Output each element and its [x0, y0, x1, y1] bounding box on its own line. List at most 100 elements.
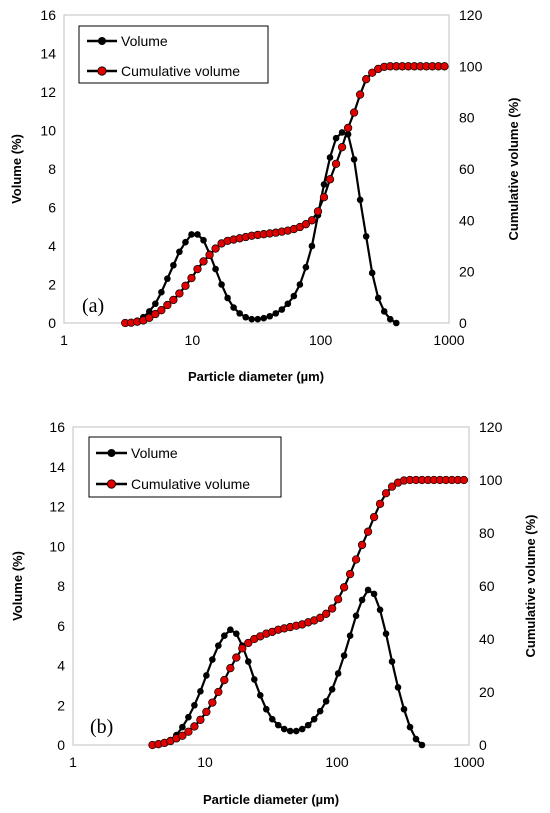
panel-b-y-tick-label: 16: [49, 419, 65, 435]
panel-b-cumulative-volume-point: [232, 653, 241, 662]
panel-b-y-tick-label: 6: [57, 618, 65, 634]
panel-a-y-tick-label: 2: [48, 277, 56, 293]
panel-b-volume-point: [310, 715, 318, 723]
panel-a-volume-point: [254, 315, 262, 323]
panel-b-volume-point: [418, 741, 426, 749]
panel-a-volume-point: [368, 269, 376, 277]
panel-a-cumulative-volume-point: [368, 68, 377, 77]
panel-a-volume-point: [146, 308, 153, 315]
panel-b-x-tick-label: 1: [69, 754, 77, 770]
panel-b-y2-axis-label: Cumulative volume (%): [523, 514, 538, 657]
panel-b-panel-label: (b): [90, 716, 113, 738]
panel-b-volume-point: [256, 692, 264, 699]
panel-b-volume-point: [382, 630, 390, 637]
panel-a-volume-point: [296, 281, 304, 288]
panel-a-cumulative-volume-point: [362, 75, 371, 84]
panel-a-volume-point: [194, 231, 201, 238]
panel-b-volume-point: [376, 606, 384, 614]
panel-b-volume-point: [370, 590, 378, 598]
panel-b-marks: [148, 475, 469, 750]
panel-b-legend-cumulative-marker: [106, 479, 117, 489]
panel-a-plot-border: [63, 14, 450, 324]
panel-b-volume-point: [286, 727, 294, 735]
panel-a-y-tick-label: 14: [40, 46, 56, 62]
panel-a-cumulative-volume-point: [325, 175, 335, 184]
panel-a-volume-point: [242, 313, 249, 321]
panel-b-volume-point: [179, 723, 186, 731]
panel-b-volume-point: [298, 725, 306, 733]
panel-a-cumulative-volume-point: [319, 193, 329, 202]
panel-b-volume-point: [197, 688, 204, 695]
panel-b-cumulative-volume-point: [208, 698, 217, 707]
panel-b-legend-volume-label: Volume: [131, 445, 178, 461]
panel-a-volume-point: [338, 129, 346, 136]
panel-a-volume-point: [374, 294, 382, 302]
panel-b-legend: Volume Cumulative volume: [88, 436, 282, 498]
panel-a-cumulative-volume-point: [211, 244, 220, 253]
panel-b-volume-point: [215, 642, 222, 649]
panel-a-y-tick-label: 6: [48, 200, 56, 216]
panel-b-cumulative-volume-point: [244, 638, 253, 648]
panel-a-volume-point: [386, 315, 394, 323]
panel-b-cumulative-volume-point: [322, 609, 331, 618]
panel-a-legend-cumulative-label: Cumulative volume: [121, 63, 240, 79]
panel-a-cumulative-volume-point: [145, 313, 154, 323]
panel-b-cumulative-volume-point: [226, 664, 235, 673]
panel-a-legend: Volume Cumulative volume: [78, 25, 269, 84]
panel-a-x-tick-label: 1000: [433, 332, 464, 348]
panel-b-volume-point: [251, 676, 258, 683]
panel-a-x-tick-label: 100: [309, 332, 333, 348]
panel-b-y2-tick-label: 20: [479, 684, 495, 700]
panel-a-cumulative-volume-point: [169, 295, 178, 305]
panel-b-cumulative-volume-point: [351, 555, 361, 564]
panel-a-volume-point: [182, 238, 189, 246]
panel-b-y2-tick-label: 100: [479, 472, 503, 488]
panel-b-volume-point: [394, 684, 402, 691]
panel-b-cumulative-volume-point: [375, 499, 385, 509]
panel-a-x-tick-label: 10: [185, 332, 201, 348]
panel-a-volume-point: [278, 306, 286, 313]
panel-b-cumulative-volume-point: [184, 727, 193, 736]
panel-a-cumulative-volume-point: [199, 257, 208, 266]
panel-b-volume-point: [400, 705, 408, 713]
panel-a-volume-point: [224, 294, 231, 302]
panel-b-legend-cumulative-label: Cumulative volume: [131, 476, 250, 492]
panel-a-cumulative-volume-point: [337, 143, 347, 152]
panel-b-y-tick-label: 10: [49, 538, 65, 554]
panel-a-volume-point: [356, 196, 364, 204]
panel-a-volume-point: [230, 304, 237, 311]
panel-b-volume-point: [268, 715, 276, 723]
panel-b-volume-point: [340, 652, 348, 659]
panel-a-y-tick-label: 8: [48, 161, 56, 177]
panel-a-cumulative-volume-point: [175, 289, 184, 298]
panel-b-volume-point: [292, 727, 300, 735]
panel-a-cumulative-volume-point: [181, 281, 190, 290]
panel-b-cumulative-volume-point: [316, 613, 325, 622]
panel-a-y-tick-label: 4: [48, 238, 56, 254]
panel-b-cumulative-volume-point: [357, 540, 367, 550]
panel-b-volume-point: [388, 658, 396, 665]
panel-a-volume-point: [188, 231, 195, 238]
panel-a-y2-tick-label: 60: [459, 161, 475, 177]
panel-a-y-tick-label: 16: [40, 7, 56, 23]
panel-a-cumulative-volume-point: [307, 216, 317, 225]
panel-a-cumulative-volume-point: [343, 123, 353, 133]
panel-a-cumulative-volume-line: [125, 65, 445, 325]
panel-a-cumulative-volume-point: [313, 207, 323, 216]
panel-a-y2-tick-label: 100: [459, 58, 483, 74]
panel-a-y-tick-label: 12: [40, 84, 56, 100]
panel-b-cumulative-volume-point: [387, 482, 397, 491]
panel-b-volume-line: [152, 588, 423, 747]
panel-b-cumulative-volume-point: [220, 675, 229, 685]
panel-a-y2-tick-label: 40: [459, 212, 475, 228]
panel-a-volume-point: [158, 288, 165, 296]
panel-b-volume-point: [233, 630, 240, 637]
panel-b-cumulative-volume-point: [238, 644, 247, 653]
panel-b-cumulative-volume-point: [369, 512, 379, 522]
panel-b-y2-tick-label: 60: [479, 578, 495, 594]
panel-a-legend-volume-marker: [98, 37, 106, 45]
panel-a-y2-tick-label: 80: [459, 110, 475, 126]
panel-a-volume-point: [308, 242, 316, 250]
